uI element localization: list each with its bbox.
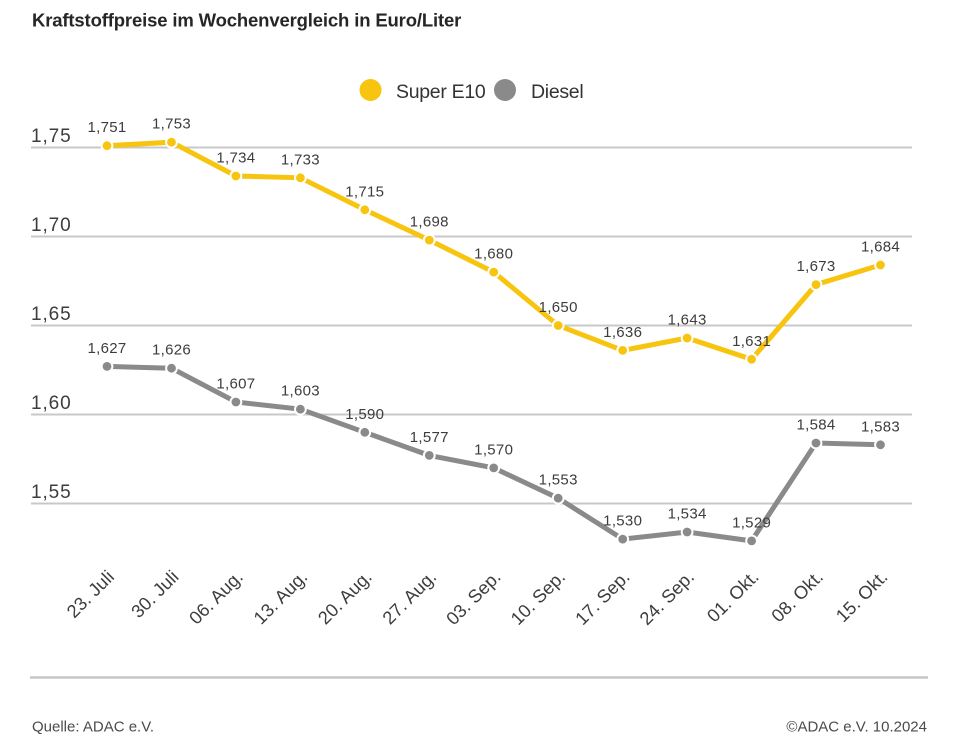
svg-text:Diesel: Diesel <box>531 81 583 103</box>
svg-text:1,65: 1,65 <box>31 304 72 325</box>
svg-text:1,673: 1,673 <box>796 258 835 275</box>
svg-text:Kraftstoffpreise im Wochenverg: Kraftstoffpreise im Wochenvergleich in E… <box>32 10 461 31</box>
svg-text:1,570: 1,570 <box>474 441 513 458</box>
svg-text:1,698: 1,698 <box>410 214 449 231</box>
svg-text:1,753: 1,753 <box>152 116 191 133</box>
svg-text:1,627: 1,627 <box>87 340 126 357</box>
svg-text:1,583: 1,583 <box>861 418 900 435</box>
svg-text:1,553: 1,553 <box>539 472 578 489</box>
svg-text:1,643: 1,643 <box>668 312 707 329</box>
svg-text:1,650: 1,650 <box>539 299 578 316</box>
svg-text:1,631: 1,631 <box>732 333 771 350</box>
svg-text:1,55: 1,55 <box>31 482 72 503</box>
svg-text:1,636: 1,636 <box>603 324 642 341</box>
svg-text:©ADAC e.V. 10.2024: ©ADAC e.V. 10.2024 <box>786 719 927 736</box>
svg-text:1,680: 1,680 <box>474 246 513 263</box>
svg-text:1,715: 1,715 <box>345 183 384 200</box>
svg-text:Quelle: ADAC e.V.: Quelle: ADAC e.V. <box>32 719 154 736</box>
svg-text:1,534: 1,534 <box>668 506 707 523</box>
svg-text:1,607: 1,607 <box>216 376 255 393</box>
svg-text:1,75: 1,75 <box>31 126 72 147</box>
svg-text:1,603: 1,603 <box>281 383 320 400</box>
svg-text:1,733: 1,733 <box>281 151 320 168</box>
svg-text:1,734: 1,734 <box>216 150 255 167</box>
svg-text:1,626: 1,626 <box>152 342 191 359</box>
svg-text:1,590: 1,590 <box>345 406 384 423</box>
svg-text:1,529: 1,529 <box>732 514 771 531</box>
svg-text:1,684: 1,684 <box>861 239 900 256</box>
svg-text:1,70: 1,70 <box>31 215 72 236</box>
svg-text:1,584: 1,584 <box>796 417 835 434</box>
svg-text:1,530: 1,530 <box>603 513 642 530</box>
svg-text:1,577: 1,577 <box>410 429 449 446</box>
svg-text:Super E10: Super E10 <box>396 81 486 103</box>
svg-text:1,60: 1,60 <box>31 393 72 414</box>
svg-text:1,751: 1,751 <box>87 119 126 136</box>
